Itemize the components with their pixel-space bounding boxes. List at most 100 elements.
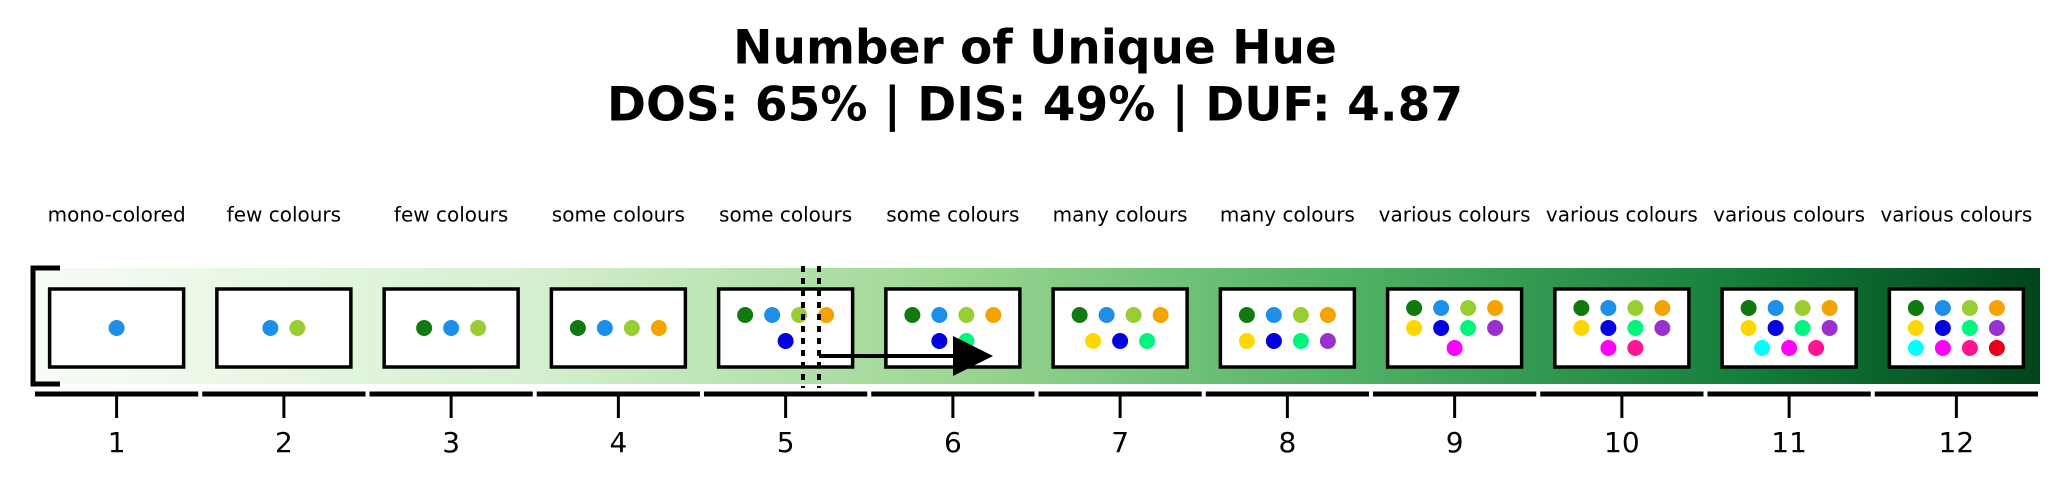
- color-dot: [1740, 300, 1757, 316]
- color-dot: [1767, 300, 1784, 316]
- color-dot: [1238, 307, 1255, 323]
- column-label: mono-colored: [48, 203, 186, 227]
- color-dot: [1600, 320, 1617, 336]
- color-dot: [1433, 300, 1450, 316]
- color-dot: [1460, 300, 1477, 316]
- column-number: 2: [275, 426, 293, 459]
- column-label: various colours: [1379, 203, 1531, 227]
- color-dot: [1934, 340, 1951, 356]
- color-dot: [1446, 340, 1463, 356]
- color-dot: [596, 320, 613, 336]
- sample-box: [1218, 287, 1357, 369]
- color-dot: [1821, 320, 1838, 336]
- color-dot: [958, 333, 975, 349]
- color-dot: [1907, 340, 1924, 356]
- color-dot: [416, 320, 433, 336]
- color-dot: [1808, 340, 1825, 356]
- color-dot: [1961, 300, 1978, 316]
- color-dot: [1125, 307, 1142, 323]
- color-dot: [1988, 300, 2005, 316]
- sample-box: [716, 287, 855, 369]
- color-dot: [1988, 340, 2005, 356]
- column-label: many colours: [1220, 203, 1355, 227]
- color-dot: [1265, 307, 1282, 323]
- column-number: 11: [1771, 426, 1807, 459]
- color-dot: [1907, 320, 1924, 336]
- gradient-band: [33, 268, 2040, 384]
- subtitle: DOS: 65% | DIS: 49% | DUF: 4.87: [607, 78, 1463, 133]
- column-label: some colours: [552, 203, 685, 227]
- color-dot: [1460, 320, 1477, 336]
- color-dot: [1406, 320, 1423, 336]
- color-dot: [1794, 300, 1811, 316]
- column-number: 6: [944, 426, 962, 459]
- color-dot: [1265, 333, 1282, 349]
- color-dot: [931, 307, 948, 323]
- color-dot: [289, 320, 306, 336]
- color-dot: [1098, 307, 1115, 323]
- color-dot: [650, 320, 667, 336]
- column-number: 7: [1111, 426, 1129, 459]
- column-number: 3: [442, 426, 460, 459]
- column-label: some colours: [886, 203, 1019, 227]
- column-label: various colours: [1546, 203, 1698, 227]
- color-dot: [262, 320, 279, 336]
- color-dot: [1654, 320, 1671, 336]
- color-dot: [569, 320, 586, 336]
- color-dot: [470, 320, 487, 336]
- color-dot: [958, 307, 975, 323]
- color-dot: [623, 320, 640, 336]
- color-dot: [1406, 300, 1423, 316]
- color-dot: [1654, 300, 1671, 316]
- color-dot: [1627, 300, 1644, 316]
- color-dot: [1934, 300, 1951, 316]
- column-label: various colours: [1880, 203, 2032, 227]
- color-dot: [1573, 320, 1590, 336]
- color-dot: [1487, 300, 1504, 316]
- color-dot: [1907, 300, 1924, 316]
- columns: mono-colored 1 few colours 2 few colours 3 som…: [35, 203, 2038, 459]
- sample-box: [1051, 287, 1189, 369]
- column-number: 10: [1604, 426, 1640, 459]
- color-dot: [1627, 320, 1644, 336]
- column-label: few colours: [227, 203, 341, 227]
- color-dot: [1767, 320, 1784, 336]
- color-dot: [1627, 340, 1644, 356]
- color-dot: [1754, 340, 1771, 356]
- color-dot: [1433, 320, 1450, 336]
- color-dot: [1781, 340, 1798, 356]
- color-dot: [1794, 320, 1811, 336]
- column-label: some colours: [719, 203, 852, 227]
- color-dot: [818, 307, 835, 323]
- column-number: 1: [108, 426, 126, 459]
- color-dot: [1071, 307, 1088, 323]
- color-dot: [1292, 307, 1309, 323]
- color-dot: [1934, 320, 1951, 336]
- color-dot: [1961, 340, 1978, 356]
- color-dot: [1600, 340, 1617, 356]
- column-number: 12: [1939, 426, 1975, 459]
- color-dot: [1487, 320, 1504, 336]
- color-dot: [1152, 307, 1169, 323]
- color-dot: [1139, 333, 1156, 349]
- column-number: 5: [777, 426, 795, 459]
- column-label: various colours: [1713, 203, 1865, 227]
- title: Number of Unique Hue: [733, 21, 1337, 76]
- column-label: few colours: [394, 203, 508, 227]
- column-label: many colours: [1053, 203, 1188, 227]
- color-dot: [777, 333, 794, 349]
- color-dot: [1238, 333, 1255, 349]
- color-dot: [1573, 300, 1590, 316]
- color-dot: [1085, 333, 1102, 349]
- column-number: 8: [1278, 426, 1296, 459]
- color-dot: [1292, 333, 1309, 349]
- color-dot: [1961, 320, 1978, 336]
- color-dot: [1112, 333, 1129, 349]
- color-dot: [1740, 320, 1757, 336]
- sample-box: [215, 287, 353, 369]
- color-dot: [985, 307, 1002, 323]
- color-dot: [1600, 300, 1617, 316]
- color-dot: [737, 307, 754, 323]
- color-dot: [108, 320, 125, 336]
